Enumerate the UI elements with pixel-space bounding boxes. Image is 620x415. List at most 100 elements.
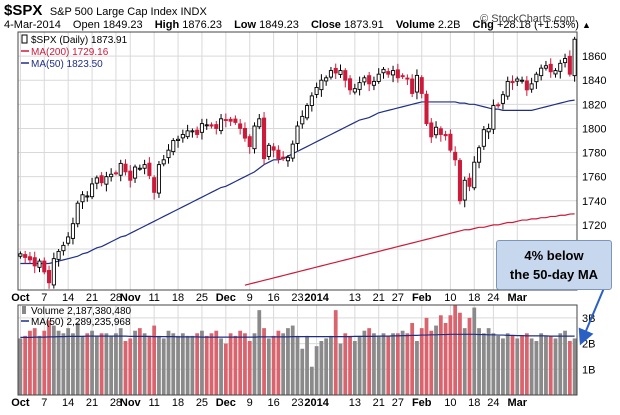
volume-bar — [343, 333, 348, 395]
low-value: 1849.23 — [259, 19, 299, 31]
volume-bar — [419, 328, 424, 395]
candle-body — [491, 105, 496, 130]
volume-bar — [71, 333, 75, 395]
volume-bar — [147, 335, 152, 395]
candle — [543, 60, 548, 71]
candle — [343, 68, 348, 88]
candle-body — [109, 173, 114, 178]
volume-bar — [152, 325, 157, 395]
candle-body — [543, 65, 548, 69]
volume-bar — [520, 335, 524, 395]
price-x-tick-label: 28 — [110, 292, 122, 304]
candle-body — [128, 170, 133, 181]
volume-bar — [405, 333, 410, 395]
candle — [391, 65, 396, 83]
candle — [563, 53, 568, 68]
volume-bar — [42, 330, 47, 395]
candle — [242, 122, 247, 142]
price-tick-label: 1840 — [582, 75, 606, 87]
volume-bar — [529, 338, 534, 395]
candle-body — [104, 176, 109, 185]
volume-x-tick-label: 9 — [247, 397, 253, 409]
candle — [61, 241, 66, 256]
candle — [113, 170, 118, 176]
candle-body — [319, 79, 324, 91]
volume-legend-text: MA(50) 2,289,235,968 — [31, 317, 131, 328]
candle-body — [343, 70, 348, 81]
candle — [467, 173, 472, 192]
candle — [333, 63, 338, 80]
volume-bar — [228, 333, 233, 395]
price-x-tick-label: 9 — [247, 292, 253, 304]
volume-bar — [185, 335, 190, 395]
price-x-tick-label: 11 — [148, 292, 159, 304]
volume-bar — [539, 333, 544, 395]
price-x-tick-label: 7 — [41, 292, 47, 304]
candle-body — [295, 125, 300, 144]
candle-body — [113, 172, 118, 175]
candle — [128, 165, 133, 188]
volume-bar — [166, 330, 171, 395]
price-x-tick-label: 16 — [267, 292, 279, 304]
candle-body — [500, 94, 505, 104]
candle-body — [99, 175, 104, 184]
volume-bar — [219, 338, 223, 395]
volume-bar — [257, 310, 262, 395]
volume-bar — [266, 338, 271, 395]
candle-body — [219, 118, 224, 132]
candle-body — [180, 134, 185, 139]
volume-bar — [505, 333, 510, 395]
volume-bar — [467, 317, 472, 395]
volume-bar — [443, 323, 448, 395]
candle-body — [32, 257, 37, 267]
candle-body — [462, 179, 467, 201]
volume-x-tick-label: Mar — [507, 397, 527, 409]
volume-bar — [32, 328, 37, 395]
volume-bar — [195, 333, 200, 395]
price-tick-label: 1720 — [582, 220, 606, 232]
candle-body — [328, 70, 333, 78]
candle-body — [47, 270, 52, 284]
volume-bar — [372, 333, 376, 395]
candle-body — [548, 63, 553, 73]
volume-x-tick-label: 24 — [487, 397, 499, 409]
price-panel-frame — [17, 31, 578, 291]
volume-bar — [85, 333, 90, 395]
candle-body — [137, 167, 142, 170]
candle — [477, 145, 482, 169]
candle-body — [348, 78, 353, 91]
candle-body — [56, 250, 61, 260]
volume-bar — [142, 333, 147, 395]
exchange: INDX — [180, 6, 207, 18]
volume-bar — [123, 341, 128, 395]
price-x-tick-label: 2014 — [304, 292, 329, 304]
candle — [305, 103, 310, 121]
volume-bar — [75, 323, 80, 395]
candle — [23, 250, 28, 264]
volume-bar — [352, 341, 357, 395]
volume-bar — [381, 333, 386, 395]
candle-body — [429, 122, 434, 138]
candle-body — [152, 177, 157, 193]
candle — [94, 175, 99, 190]
candle — [118, 159, 123, 182]
price-x-tick-label: 14 — [62, 292, 74, 304]
candle-body — [23, 254, 28, 258]
volume-bar — [200, 330, 204, 395]
volume-bar — [137, 328, 142, 395]
candle — [352, 83, 357, 95]
candle — [32, 251, 37, 274]
volume-bar — [209, 333, 214, 395]
candle — [285, 154, 290, 167]
volume-bar — [438, 315, 443, 395]
volume-bar — [262, 328, 266, 395]
candle — [99, 172, 104, 187]
volume-bar — [501, 338, 505, 395]
candle-body — [85, 195, 90, 198]
candle — [529, 77, 534, 93]
candle-body — [199, 123, 204, 133]
candle — [180, 129, 185, 143]
volume-bar — [376, 335, 381, 395]
candle-body — [75, 202, 80, 225]
